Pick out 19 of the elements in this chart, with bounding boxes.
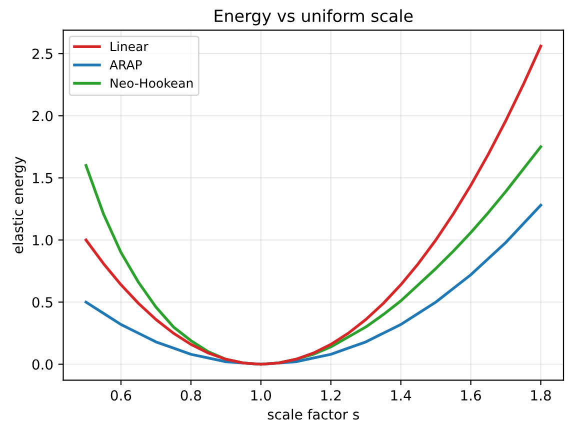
y-tick-label: 1.0 [32, 234, 53, 246]
x-tick-label: 1.0 [251, 390, 272, 401]
x-tick-label: 1.4 [391, 390, 412, 400]
x-axis-title: scale factor s [268, 408, 359, 420]
legend-label: Neo-Hookean [110, 78, 193, 88]
x-tick-label: 0.6 [110, 390, 132, 401]
x-tick-label: 0.8 [180, 390, 202, 401]
x-tick-label: 1.2 [321, 390, 341, 400]
y-tick-label: 0.0 [32, 359, 53, 370]
legend-label: ARAP [110, 60, 142, 70]
y-tick-label: 2.5 [32, 48, 52, 60]
chart-title: Energy vs uniform scale [214, 9, 413, 26]
y-axis-title: elastic energy [12, 156, 26, 254]
x-tick-label: 1.8 [531, 390, 551, 401]
x-tick-label: 1.6 [461, 390, 481, 401]
y-tick-label: 1.5 [32, 173, 52, 184]
y-tick-label: 0.5 [32, 297, 52, 308]
y-tick-label: 2.0 [32, 110, 53, 122]
legend-label: Linear [110, 41, 148, 52]
